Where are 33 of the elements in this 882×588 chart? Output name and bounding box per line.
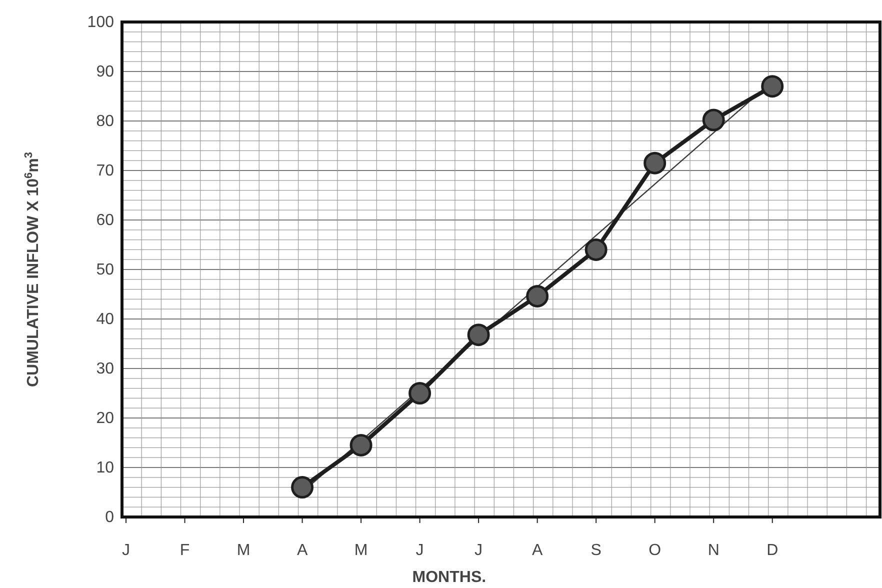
y-tick-label: 50 <box>96 262 114 279</box>
y-tick-label: 0 <box>105 509 114 526</box>
point <box>761 75 784 98</box>
x-axis-title: MONTHS. <box>412 569 486 586</box>
point <box>644 152 666 174</box>
point <box>350 434 372 456</box>
point <box>526 284 549 308</box>
x-tick-label: D <box>766 542 778 559</box>
y-tick-label: 80 <box>96 113 114 130</box>
y-tick-label: 60 <box>96 212 114 230</box>
x-tick-label: A <box>296 542 308 559</box>
point <box>408 382 432 404</box>
point <box>291 476 314 499</box>
x-tick-label: N <box>708 542 720 559</box>
point <box>467 324 490 346</box>
y-tick-label: 100 <box>87 14 114 32</box>
x-tick-label: M <box>354 542 368 559</box>
y-tick-label: 30 <box>96 360 114 378</box>
x-tick-label: A <box>532 542 543 559</box>
x-tick-label: J <box>122 542 130 559</box>
x-tick-label: F <box>180 542 190 559</box>
y-tick-label: 20 <box>96 410 114 428</box>
x-tick-label: J <box>416 542 424 559</box>
y-tick-label: 10 <box>96 460 114 477</box>
point <box>702 108 725 132</box>
point <box>584 238 608 261</box>
y-tick-label: 40 <box>96 311 114 328</box>
x-tick-label: J <box>474 542 483 559</box>
x-tick-label: S <box>590 542 602 559</box>
x-tick-label: O <box>648 542 662 559</box>
x-tick-label: M <box>236 542 250 559</box>
y-tick-label: 70 <box>96 162 114 180</box>
y-tick-label: 90 <box>96 64 114 81</box>
